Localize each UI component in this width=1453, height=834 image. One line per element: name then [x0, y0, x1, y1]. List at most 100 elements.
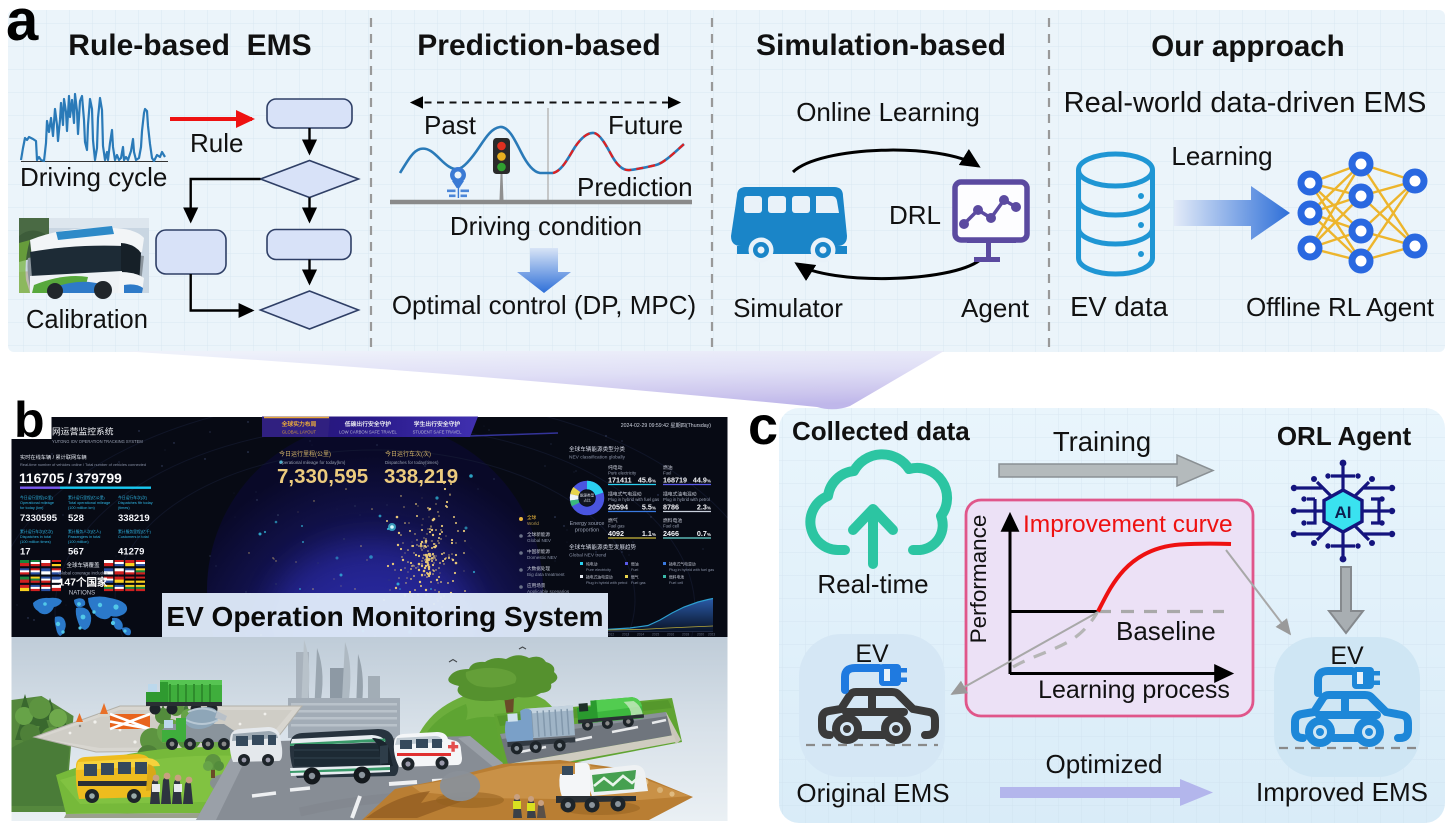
svg-text:7,330,595: 7,330,595 [277, 465, 368, 488]
svg-text:Rule: Rule [190, 128, 243, 158]
svg-text:Dispatches in total: Dispatches in total [20, 535, 51, 539]
svg-text:Energy source: Energy source [570, 521, 605, 527]
svg-text:Improvement curve: Improvement curve [1023, 511, 1233, 538]
svg-text:45.6%: 45.6% [638, 476, 656, 485]
svg-text:Learning: Learning [1171, 141, 1272, 171]
svg-text:567: 567 [68, 547, 84, 558]
svg-text:插电式气电混动: 插电式气电混动 [669, 562, 696, 567]
svg-text:NATIONS: NATIONS [69, 591, 95, 597]
svg-text:Operational mileage: Operational mileage [20, 501, 54, 505]
svg-text:Future: Future [608, 110, 683, 140]
svg-text:2466: 2466 [663, 529, 679, 538]
svg-text:Real-time number of vehicles o: Real-time number of vehicles online / To… [20, 462, 146, 467]
svg-text:Prediction: Prediction [577, 172, 693, 202]
svg-text:Passengers in total: Passengers in total [68, 535, 100, 539]
svg-text:2024-02-29 09:59:42 星期四(Thursd: 2024-02-29 09:59:42 星期四(Thursday) [621, 422, 712, 429]
svg-text:今日运行里程(公里): 今日运行里程(公里) [20, 495, 54, 500]
svg-text:Pure electricity: Pure electricity [608, 471, 637, 476]
svg-text:LOW CARBON SAFE TRAVEL: LOW CARBON SAFE TRAVEL [339, 430, 397, 435]
svg-text:Prediction-based: Prediction-based [417, 29, 660, 62]
svg-text:Fuel: Fuel [631, 568, 639, 572]
svg-text:for today (km): for today (km) [20, 506, 44, 510]
svg-text:中国新能源: 中国新能源 [527, 548, 550, 555]
svg-text:Baseline: Baseline [1116, 616, 1216, 646]
svg-text:Operational mileage for today(: Operational mileage for today(km) [279, 460, 346, 465]
svg-text:EV: EV [1330, 642, 1364, 670]
svg-text:Improved EMS: Improved EMS [1256, 777, 1428, 807]
svg-text:Dispatches for today(times): Dispatches for today(times) [385, 460, 439, 465]
svg-text:4092: 4092 [608, 529, 624, 538]
svg-text:Learning process: Learning process [1038, 676, 1230, 704]
svg-text:0.7%: 0.7% [697, 529, 711, 538]
svg-text:EV Operation Monitoring System: EV Operation Monitoring System [166, 601, 603, 632]
svg-text:Global NEV trend: Global NEV trend [569, 553, 607, 559]
svg-text:Optimized: Optimized [1045, 749, 1162, 779]
svg-text:实时在线车辆 / 累计联网车辆: 实时在线车辆 / 累计联网车辆 [20, 453, 87, 461]
svg-text:低碳出行安全守护: 低碳出行安全守护 [344, 420, 392, 428]
svg-text:Fuel: Fuel [663, 471, 671, 476]
svg-text:Big data treatment: Big data treatment [527, 572, 565, 577]
svg-text:Real-time: Real-time [817, 569, 928, 599]
svg-text:171411: 171411 [608, 476, 632, 485]
svg-text:今日运行车次(次): 今日运行车次(次) [385, 450, 431, 458]
svg-text:学生出行安全守护: 学生出行安全守护 [414, 420, 461, 428]
svg-text:338,219: 338,219 [384, 465, 458, 488]
svg-text:17: 17 [20, 547, 31, 558]
svg-text:(times): (times) [118, 506, 130, 510]
svg-text:116705 / 379799: 116705 / 379799 [19, 471, 122, 486]
svg-text:能源类型: 能源类型 [580, 493, 595, 498]
svg-text:全球车辆覆盖: 全球车辆覆盖 [66, 561, 100, 569]
svg-text:338219: 338219 [118, 513, 150, 524]
svg-text:Customers in total: Customers in total [118, 535, 149, 539]
svg-text:Past: Past [424, 110, 477, 140]
svg-text:2023: 2023 [708, 633, 715, 637]
svg-text:全球车辆能源类型分类: 全球车辆能源类型分类 [569, 445, 625, 453]
svg-text:Driving condition: Driving condition [450, 211, 642, 241]
svg-text:Performance: Performance [966, 515, 991, 644]
svg-text:528: 528 [68, 513, 84, 524]
svg-text:大数据处理: 大数据处理 [527, 565, 550, 572]
svg-text:全球车辆能源类型发展趋势: 全球车辆能源类型发展趋势 [569, 543, 637, 551]
svg-text:8786: 8786 [663, 503, 679, 512]
svg-text:Collected data: Collected data [792, 416, 970, 446]
svg-text:STUDENT SAFE TRAVEL: STUDENT SAFE TRAVEL [413, 430, 463, 435]
svg-text:(100 million km): (100 million km) [68, 506, 96, 510]
svg-text:Fuel cell: Fuel cell [663, 524, 679, 529]
svg-text:c: c [748, 396, 778, 456]
svg-text:燃料电池: 燃料电池 [669, 575, 684, 580]
svg-text:proportion: proportion [575, 528, 599, 534]
svg-text:Optimal control (DP, MPC): Optimal control (DP, MPC) [392, 290, 696, 320]
svg-text:全球实力布局: 全球实力布局 [281, 420, 317, 428]
svg-text:Online Learning: Online Learning [796, 97, 980, 127]
svg-text:Real-world data-driven EMS: Real-world data-driven EMS [1064, 87, 1427, 119]
svg-text:AI: AI [1335, 503, 1352, 522]
svg-text:今日运行车次(次): 今日运行车次(次) [118, 495, 148, 500]
svg-text:Plug in hybrid with fuel gas: Plug in hybrid with fuel gas [608, 497, 659, 502]
svg-text:插电式气电混动: 插电式气电混动 [608, 491, 642, 498]
svg-text:Global NEV: Global NEV [527, 538, 552, 543]
svg-text:1.1%: 1.1% [642, 529, 656, 538]
svg-text:a: a [6, 0, 39, 53]
svg-text:EV data: EV data [1070, 291, 1169, 322]
svg-text:Fuel gas: Fuel gas [631, 581, 646, 585]
svg-text:燃气: 燃气 [631, 575, 639, 580]
svg-text:Plug in hybrid with petrol: Plug in hybrid with petrol [586, 581, 628, 585]
svg-text:2012: 2012 [607, 633, 614, 637]
svg-text:Original EMS: Original EMS [796, 778, 949, 808]
svg-text:插电式油电混动: 插电式油电混动 [663, 491, 697, 498]
svg-text:全球新能源: 全球新能源 [527, 531, 550, 538]
svg-text:2.3%: 2.3% [697, 503, 711, 512]
svg-text:2013: 2013 [622, 633, 629, 637]
svg-text:b: b [14, 392, 45, 448]
svg-text:Plug in hybrid with petrol: Plug in hybrid with petrol [663, 497, 710, 502]
svg-text:Fuel cell: Fuel cell [669, 581, 683, 585]
svg-text:占比: 占比 [583, 498, 591, 503]
svg-text:Simulation-based: Simulation-based [756, 29, 1006, 62]
svg-text:Agent: Agent [961, 293, 1030, 323]
svg-text:2014: 2014 [637, 633, 644, 637]
svg-text:147个国家: 147个国家 [58, 576, 108, 589]
svg-text:41279: 41279 [118, 547, 144, 558]
svg-text:7330595: 7330595 [20, 513, 58, 524]
svg-text:Plug in hybrid with fuel gas: Plug in hybrid with fuel gas [669, 568, 714, 572]
svg-text:NEV classification globally: NEV classification globally [569, 455, 626, 461]
